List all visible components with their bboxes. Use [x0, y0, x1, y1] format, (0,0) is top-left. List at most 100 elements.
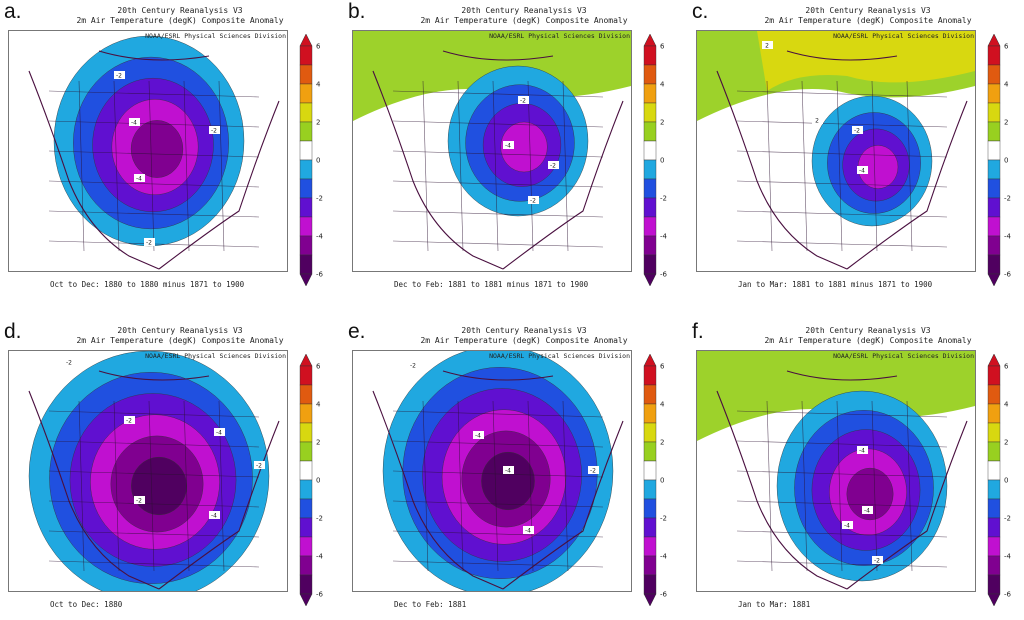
- panel-letter: c.: [692, 0, 709, 23]
- state-border: [736, 120, 948, 128]
- state-border: [183, 400, 190, 572]
- state-border: [48, 440, 260, 448]
- state-border: [906, 400, 913, 572]
- colorbar-tick-label: -4: [1004, 233, 1012, 241]
- colorbar-swatch: [299, 574, 313, 595]
- contour-label-bg: [214, 428, 225, 436]
- cold-anomaly-contour: [481, 451, 535, 511]
- colorbar-swatch: [643, 498, 657, 519]
- colorbar-swatch: [643, 178, 657, 199]
- contour-label-bg: [857, 166, 868, 174]
- credit-text: NOAA/ESRL Physical Sciences Division: [833, 32, 974, 40]
- colorbar-tick-label: -6: [660, 271, 668, 279]
- colorbar-cap: [987, 593, 1001, 607]
- colorbar-tick-label: 6: [1004, 43, 1009, 51]
- state-border: [78, 80, 85, 252]
- state-border: [422, 80, 429, 252]
- contour-label-bg: [872, 556, 883, 564]
- colorbar-swatch: [299, 102, 313, 123]
- contour-label: -4: [844, 523, 850, 530]
- colorbar-svg: 6 4 2 0 -2 -4 -6: [299, 353, 324, 607]
- colorbar-svg: 6 4 2 0 -2 -4 -6: [987, 353, 1012, 607]
- panel-letter: d.: [4, 320, 22, 343]
- state-border: [766, 400, 773, 572]
- state-border: [736, 440, 948, 448]
- colorbar-swatch: [643, 365, 657, 386]
- state-border: [871, 400, 878, 572]
- cold-anomaly-contour: [846, 467, 894, 521]
- colorbar-svg: 6 4 2 0 -2 -4 -6: [299, 33, 324, 287]
- anomaly-map: 2 -2 -4 2: [696, 30, 976, 272]
- colorbar-swatch: [987, 64, 1001, 85]
- colorbar-tick-label: 2: [316, 439, 320, 447]
- colorbar-swatch: [643, 64, 657, 85]
- colorbar-tick-label: -2: [1004, 195, 1011, 203]
- colorbar-swatch: [299, 178, 313, 199]
- colorbar-svg: 6 4 2 0 -2 -4 -6: [643, 33, 668, 287]
- state-border: [392, 120, 604, 128]
- state-border: [48, 120, 260, 128]
- state-border: [48, 530, 260, 538]
- colorbar-swatch: [987, 197, 1001, 218]
- panel-title: 20th Century Reanalysis V3: [117, 326, 243, 335]
- colorbar-swatch: [643, 555, 657, 576]
- colorbar-tick-label: 4: [316, 401, 321, 409]
- colorbar-swatch: [643, 574, 657, 595]
- colorbar-svg: 6 4 2 0 -2 -4 -6: [643, 353, 668, 607]
- panel-caption: Oct to Dec: 1880: [50, 600, 123, 609]
- contour-label: -4: [475, 433, 481, 440]
- colorbar-tick-label: -4: [660, 553, 668, 561]
- colorbar-swatch: [299, 441, 313, 462]
- colorbar-tick-label: -2: [660, 195, 667, 203]
- map-svg: -2 -4 -2 -2: [353, 31, 631, 270]
- panel-subtitle: 2m Air Temperature (degK) Composite Anom…: [76, 16, 284, 25]
- colorbar-swatch: [987, 479, 1001, 500]
- colorbar-swatch: [643, 216, 657, 237]
- colorbar-tick-label: -6: [316, 271, 324, 279]
- state-border: [527, 80, 534, 252]
- colorbar-tick-label: -2: [660, 515, 667, 523]
- colorbar-swatch: [299, 235, 313, 256]
- state-border: [457, 400, 464, 572]
- colorbar-swatch: [299, 498, 313, 519]
- colorbar: 6 4 2 0 -2 -4 -6: [296, 32, 340, 290]
- contour-label-bg: [548, 161, 559, 169]
- credit-text: NOAA/ESRL Physical Sciences Division: [489, 32, 630, 40]
- colorbar-tick-label: 4: [1004, 401, 1009, 409]
- colorbar-cap: [643, 593, 657, 607]
- colorbar-tick-label: 6: [316, 43, 321, 51]
- colorbar-cap: [299, 33, 313, 47]
- contour-label: -2: [550, 163, 556, 170]
- state-border: [392, 470, 604, 478]
- contour-label: -2: [520, 98, 526, 105]
- state-border: [113, 400, 120, 572]
- state-border: [836, 80, 843, 252]
- colorbar-swatch: [987, 216, 1001, 237]
- panel-title: 20th Century Reanalysis V3: [461, 6, 587, 15]
- warm-anomaly-core: [757, 31, 975, 91]
- colorbar-swatch: [299, 140, 313, 161]
- colorbar-swatch: [643, 197, 657, 218]
- state-border: [492, 80, 499, 252]
- map-panel: e. 20th Century Reanalysis V3 2m Air Tempe…: [344, 320, 684, 620]
- colorbar-tick-label: -2: [316, 195, 323, 203]
- contour-label-bg: [857, 446, 868, 454]
- anomaly-map: -2 -4 -2 -2: [352, 30, 632, 272]
- panel-title: 20th Century Reanalysis V3: [117, 6, 243, 15]
- contour-label: 2: [815, 118, 819, 125]
- colorbar-swatch: [987, 235, 1001, 256]
- colorbar-swatch: [987, 254, 1001, 275]
- contour-label-bg: [124, 416, 135, 424]
- contour-label-bg: [144, 238, 155, 246]
- contour-label: -2: [590, 468, 596, 475]
- contour-label-bg: [408, 361, 419, 369]
- panel-title: 20th Century Reanalysis V3: [461, 326, 587, 335]
- state-border: [562, 400, 569, 572]
- anomaly-map: -4 -4 -2 -4: [696, 350, 976, 592]
- contour-label: 2: [765, 43, 769, 50]
- contour-label: -2: [874, 558, 880, 565]
- contour-label: -2: [211, 128, 217, 135]
- colorbar-swatch: [987, 102, 1001, 123]
- panel-letter: f.: [692, 320, 704, 343]
- colorbar-swatch: [299, 479, 313, 500]
